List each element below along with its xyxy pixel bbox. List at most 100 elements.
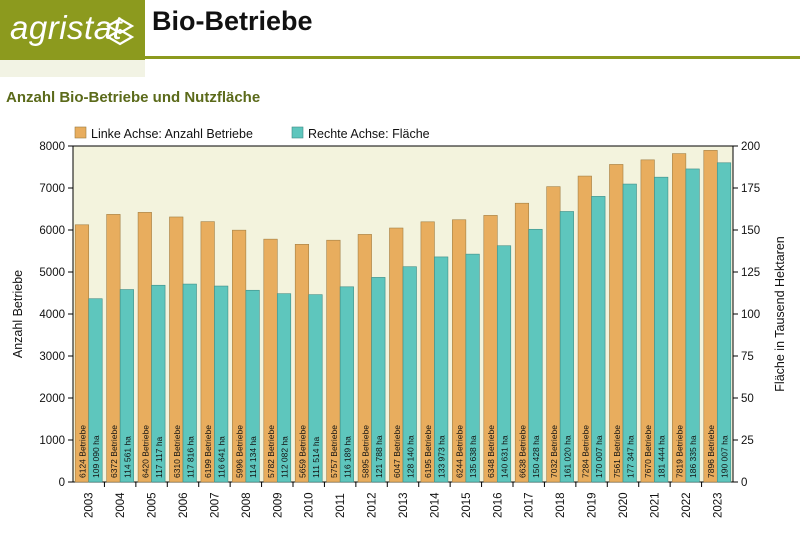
left-axis-tick-label: 5000: [39, 267, 65, 279]
bar-flaeche-2010: [308, 294, 323, 483]
right-axis-tick-label: 25: [741, 435, 754, 447]
bar-flaeche-2016: [496, 245, 512, 483]
right-axis-tick-label: 175: [741, 183, 760, 195]
data-label-flaeche-2017: 150 428 ha: [531, 435, 541, 478]
x-axis-tick-label-2017: 2017: [524, 492, 536, 518]
data-label-flaeche-2016: 140 631 ha: [500, 435, 510, 478]
header-rule: [145, 56, 800, 59]
right-axis-tick-label: 75: [741, 351, 754, 363]
x-axis-tick-label-2005: 2005: [147, 492, 159, 518]
data-label-anzahl-2003: 6124 Betriebe: [77, 425, 87, 478]
right-axis-tick-label: 50: [741, 393, 754, 405]
data-label-flaeche-2023: 190 007 ha: [720, 435, 730, 478]
data-label-flaeche-2011: 116 189 ha: [342, 436, 352, 478]
data-label-anzahl-2020: 7561 Betriebe: [612, 425, 622, 478]
x-axis-tick-label-2011: 2011: [335, 493, 347, 518]
bar-flaeche-2005: [151, 284, 166, 483]
x-axis-tick-label-2015: 2015: [461, 492, 473, 518]
data-label-anzahl-2013: 6047 Betriebe: [392, 425, 402, 478]
left-axis-tick-label: 6000: [39, 225, 65, 237]
data-label-anzahl-2008: 5996 Betriebe: [235, 425, 245, 478]
left-axis-tick-label: 4000: [39, 309, 65, 321]
data-label-anzahl-2007: 6199 Betriebe: [203, 425, 213, 478]
data-label-flaeche-2022: 186 335 ha: [688, 435, 698, 478]
x-axis-tick-label-2009: 2009: [272, 492, 284, 518]
right-axis-tick-label: 100: [741, 309, 760, 321]
bar-flaeche-2022: [685, 168, 700, 483]
left-axis-tick-label: 7000: [39, 183, 65, 195]
left-axis-tick-label: 1000: [39, 435, 65, 447]
logo-strip: [0, 60, 145, 77]
data-label-flaeche-2003: 109 090 ha: [91, 435, 101, 478]
data-label-flaeche-2018: 161 020 ha: [562, 435, 572, 478]
x-axis-tick-label-2019: 2019: [587, 492, 599, 518]
data-label-anzahl-2023: 7896 Betriebe: [706, 425, 716, 478]
x-axis-tick-label-2006: 2006: [178, 492, 190, 518]
data-label-anzahl-2005: 6420 Betriebe: [140, 425, 150, 478]
bar-flaeche-2013: [402, 266, 417, 483]
bar-flaeche-2023: [716, 162, 732, 483]
data-label-anzahl-2012: 5895 Betriebe: [360, 425, 370, 478]
left-axis-tick-label: 8000: [39, 141, 65, 153]
left-axis-tick-label: 0: [59, 477, 65, 489]
x-axis-tick-label-2007: 2007: [209, 492, 221, 518]
bar-flaeche-2004: [119, 289, 134, 483]
bar-flaeche-2012: [371, 277, 386, 483]
data-label-flaeche-2008: 114 134 ha: [248, 436, 258, 478]
bar-flaeche-2007: [214, 285, 229, 483]
x-axis-tick-label-2004: 2004: [115, 492, 127, 518]
bar-flaeche-2020: [622, 183, 637, 483]
data-label-flaeche-2009: 112 082 ha: [280, 436, 290, 478]
data-label-flaeche-2012: 121 788 ha: [374, 435, 384, 478]
x-axis-tick-label-2008: 2008: [241, 492, 253, 518]
data-label-anzahl-2004: 6372 Betriebe: [109, 425, 119, 478]
data-label-anzahl-2009: 5782 Betriebe: [266, 425, 276, 478]
x-axis-tick-label-2012: 2012: [367, 492, 379, 518]
x-axis-tick-label-2014: 2014: [429, 492, 441, 518]
bar-flaeche-2014: [434, 256, 449, 483]
left-axis-label: Anzahl Betriebe: [11, 270, 25, 358]
logo-diamond-icon: [105, 17, 135, 46]
x-axis-tick-label-2013: 2013: [398, 492, 410, 518]
data-label-anzahl-2021: 7670 Betriebe: [643, 425, 653, 478]
logo: agristat: [0, 0, 145, 60]
bar-flaeche-2006: [182, 283, 197, 483]
bar-flaeche-2017: [528, 228, 543, 483]
data-label-flaeche-2015: 135 638 ha: [468, 435, 478, 478]
right-axis-label: Fläche in Tausend Hektaren: [773, 236, 787, 391]
bar-flaeche-2003: [88, 298, 103, 483]
legend-label-flaeche: Rechte Achse: Fläche: [308, 127, 430, 141]
data-label-flaeche-2020: 177 347 ha: [625, 435, 635, 478]
bar-flaeche-2018: [559, 211, 574, 483]
x-axis-tick-label-2018: 2018: [555, 492, 567, 518]
data-label-anzahl-2018: 7032 Betriebe: [549, 425, 559, 478]
right-axis-tick-label: 150: [741, 225, 760, 237]
bar-flaeche-2011: [339, 286, 354, 483]
data-label-anzahl-2006: 6310 Betriebe: [172, 425, 182, 478]
bar-flaeche-2009: [276, 293, 292, 483]
x-axis-tick-label-2010: 2010: [304, 492, 316, 518]
x-axis-tick-label-2020: 2020: [618, 492, 630, 518]
data-label-anzahl-2022: 7819 Betriebe: [675, 425, 685, 478]
data-label-anzahl-2019: 7284 Betriebe: [580, 425, 590, 478]
data-label-flaeche-2007: 116 641 ha: [217, 436, 227, 478]
right-axis-tick-label: 200: [741, 141, 760, 153]
data-label-flaeche-2010: 111 514 ha: [311, 436, 321, 478]
legend-swatch-anzahl: [74, 126, 87, 139]
data-label-flaeche-2019: 170 007 ha: [594, 435, 604, 478]
data-label-flaeche-2013: 128 140 ha: [405, 435, 415, 478]
data-label-anzahl-2010: 5659 Betriebe: [297, 425, 307, 478]
data-label-anzahl-2016: 6348 Betriebe: [486, 425, 496, 478]
x-axis-tick-label-2023: 2023: [712, 492, 724, 518]
data-label-flaeche-2004: 114 561 ha: [122, 436, 132, 478]
logo-text: agristat: [10, 9, 123, 46]
x-axis-tick-label-2016: 2016: [492, 492, 504, 518]
right-axis-tick-label: 125: [741, 267, 760, 279]
data-label-flaeche-2006: 117 816 ha: [185, 436, 195, 478]
data-label-flaeche-2021: 181 444 ha: [657, 435, 667, 478]
legend-swatch-flaeche: [291, 126, 304, 139]
data-label-anzahl-2017: 6638 Betriebe: [517, 425, 527, 478]
bar-flaeche-2008: [245, 289, 260, 483]
legend-label-anzahl: Linke Achse: Anzahl Betriebe: [91, 127, 253, 141]
bar-chart: Linke Achse: Anzahl Betriebe Rechte Achse…: [11, 126, 787, 518]
